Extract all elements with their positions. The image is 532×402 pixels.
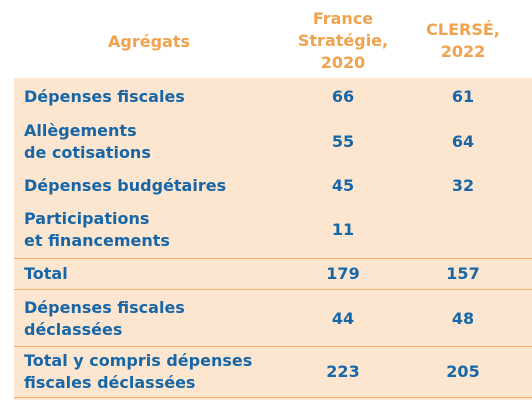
table-body: Dépenses fiscales 66 61 Allègements de c… <box>14 78 532 400</box>
row-label: Total <box>24 264 68 283</box>
row-label: Dépenses fiscales <box>24 87 185 106</box>
row-value-france-strategie: 223 <box>326 362 360 381</box>
row-value-france-strategie: 44 <box>331 309 355 328</box>
table-row: Dépenses fiscales 66 61 <box>14 78 532 114</box>
table-row-grand-total: Total y compris dépenses fiscales déclas… <box>14 346 532 398</box>
row-label: Total y compris dépenses fiscales déclas… <box>24 351 253 392</box>
row-value-clerse: 61 <box>451 87 475 106</box>
row-value-france-strategie: 11 <box>331 220 355 239</box>
table-header: Agrégats France Stratégie, 2020 CLERSÉ, … <box>0 0 532 78</box>
row-label: Allègements de cotisations <box>24 121 151 162</box>
row-value-france-strategie: 45 <box>331 176 355 195</box>
row-value-clerse: 48 <box>451 309 475 328</box>
table-row: Participations et financements 11 <box>14 204 532 256</box>
row-label: Participations et financements <box>24 209 170 250</box>
header-aggregates: Agrégats <box>108 32 190 51</box>
row-value-france-strategie: 66 <box>331 87 355 106</box>
header-clerse: CLERSÉ, 2022 <box>426 20 500 61</box>
row-value-clerse: 205 <box>446 362 480 381</box>
table-row: Allègements de cotisations 55 64 <box>14 116 532 168</box>
row-value-clerse: 157 <box>446 264 480 283</box>
row-value-clerse: 32 <box>451 176 475 195</box>
row-label: Dépenses budgétaires <box>24 176 227 195</box>
table-row: Dépenses budgétaires 45 32 <box>14 170 532 202</box>
table-row-total: Total 179 157 <box>14 258 532 290</box>
table-row: Dépenses fiscales déclassées 44 48 <box>14 292 532 344</box>
row-value-france-strategie: 179 <box>326 264 360 283</box>
row-label: Dépenses fiscales déclassées <box>24 298 185 339</box>
row-value-clerse: 64 <box>451 132 475 151</box>
row-value-france-strategie: 55 <box>331 132 355 151</box>
header-france-strategie: France Stratégie, 2020 <box>297 9 389 72</box>
